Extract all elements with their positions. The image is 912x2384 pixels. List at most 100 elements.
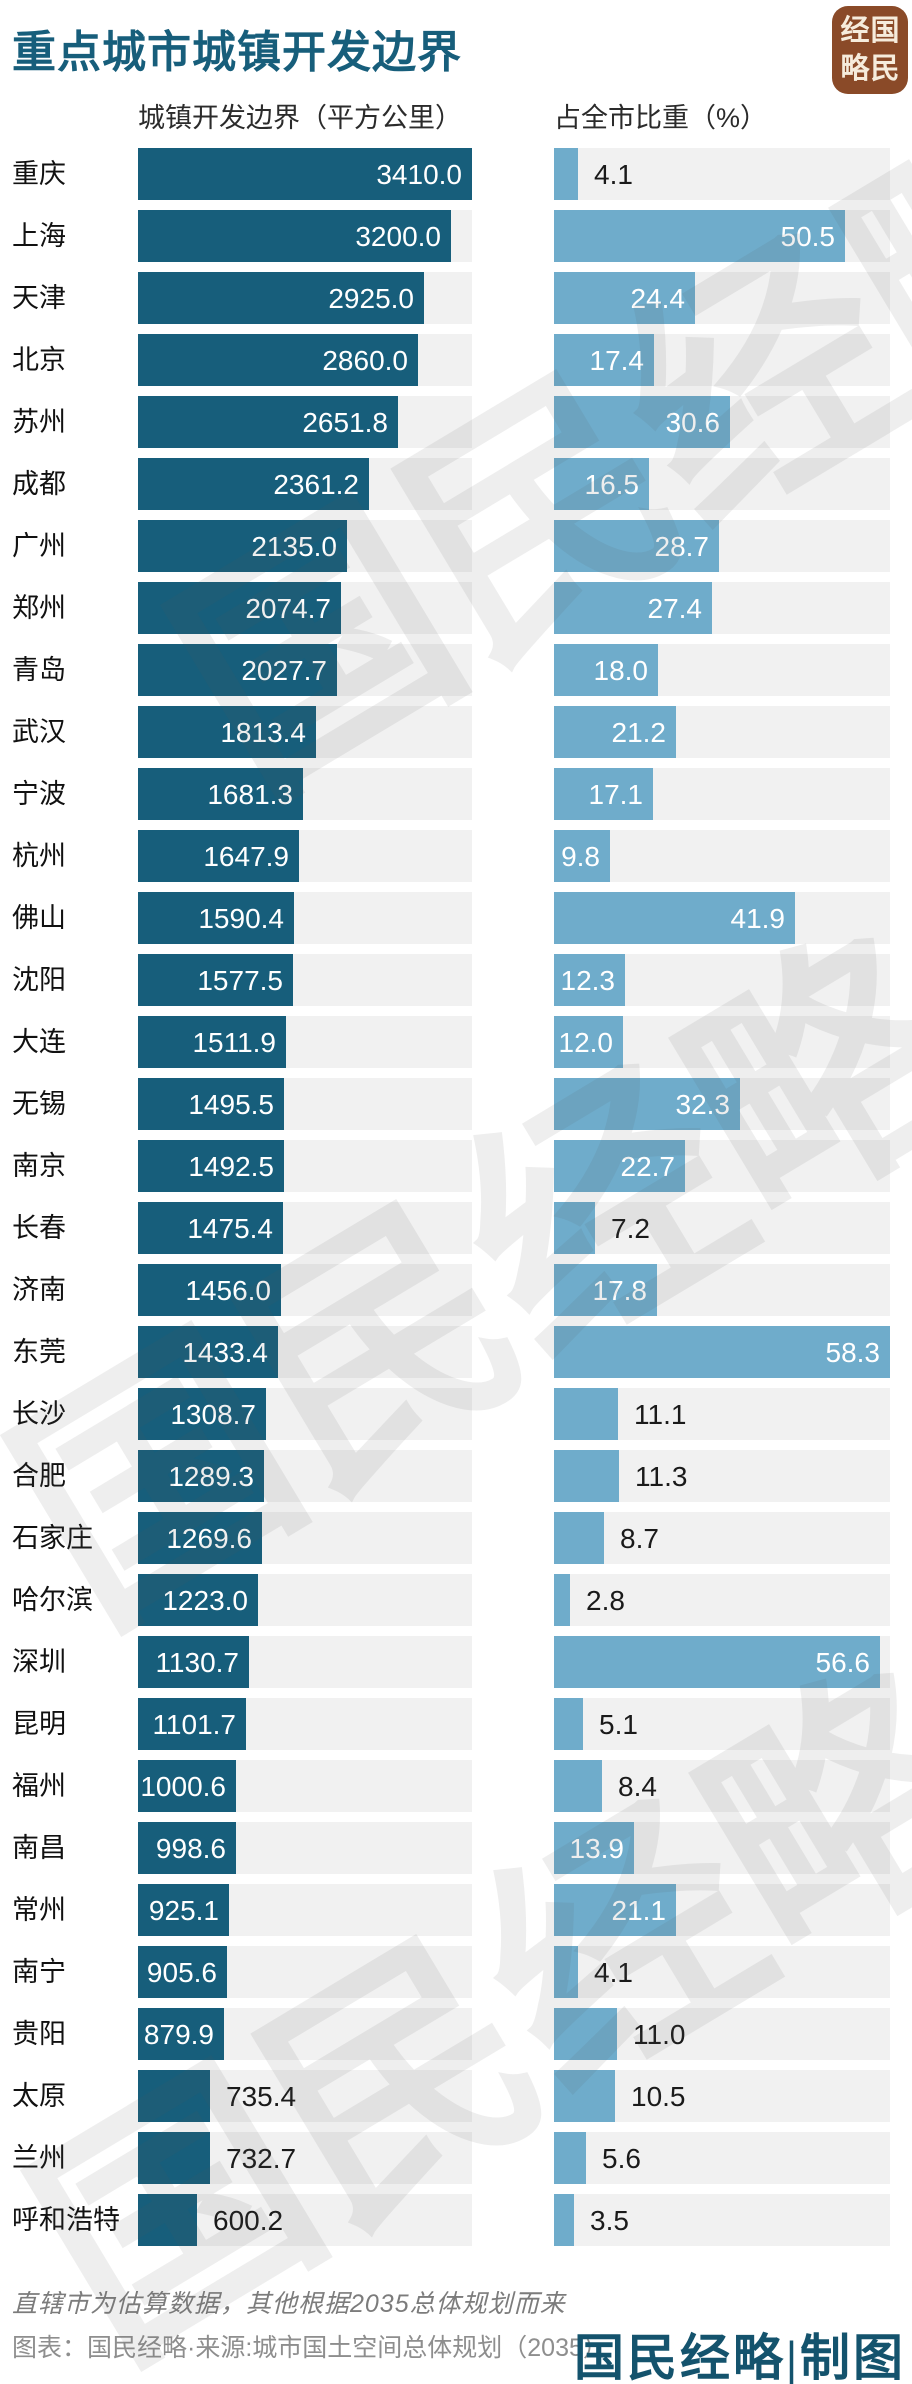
share-track: 16.5 [554,458,890,510]
share-bar [554,1760,602,1812]
share-value: 58.3 [825,1337,881,1368]
share-value: 4.1 [594,159,633,190]
chart-row: 杭州 1647.9 9.8 [0,830,912,882]
area-bar: 1681.3 [138,768,303,820]
city-label: 大连 [12,1027,66,1057]
share-bar [554,2008,617,2060]
area-bar: 1223.0 [138,1574,258,1626]
area-value: 1813.4 [220,717,306,748]
area-value: 600.2 [213,2205,284,2236]
area-value: 1495.5 [188,1089,274,1120]
area-value: 735.4 [226,2081,297,2112]
area-value: 1492.5 [188,1151,274,1182]
share-bar: 12.3 [554,954,625,1006]
chart-row: 广州 2135.0 28.7 [0,520,912,572]
share-track: 11.0 [554,2008,890,2060]
area-bar: 905.6 [138,1946,227,1998]
area-track: 1577.5 [138,954,472,1006]
area-bar: 1000.6 [138,1760,236,1812]
share-bar [554,2070,615,2122]
chart-row: 无锡 1495.5 32.3 [0,1078,912,1130]
chart-row: 东莞 1433.4 58.3 [0,1326,912,1378]
area-bar: 1101.7 [138,1698,246,1750]
share-track: 8.7 [554,1512,890,1564]
share-track: 17.4 [554,334,890,386]
chart-row: 济南 1456.0 17.8 [0,1264,912,1316]
share-bar [554,1698,583,1750]
area-value: 2651.8 [302,407,388,438]
share-track: 24.4 [554,272,890,324]
city-label: 长沙 [12,1399,66,1429]
chart-row: 沈阳 1577.5 12.3 [0,954,912,1006]
area-bar: 1456.0 [138,1264,281,1316]
chart-row: 石家庄 1269.6 8.7 [0,1512,912,1564]
share-bar: 30.6 [554,396,730,448]
share-track: 56.6 [554,1636,890,1688]
city-label: 成都 [12,469,66,499]
city-label: 郑州 [12,593,66,623]
share-track: 11.1 [554,1388,890,1440]
chart-row: 福州 1000.6 8.4 [0,1760,912,1812]
area-track: 1223.0 [138,1574,472,1626]
area-value: 1223.0 [162,1585,248,1616]
area-bar: 1590.4 [138,892,294,944]
area-bar: 1269.6 [138,1512,262,1564]
share-track: 5.1 [554,1698,890,1750]
chart-row: 天津 2925.0 24.4 [0,272,912,324]
share-value: 12.0 [558,1027,614,1058]
share-value: 41.9 [730,903,786,934]
area-track: 1681.3 [138,768,472,820]
city-label: 兰州 [12,2143,66,2173]
share-bar: 32.3 [554,1078,740,1130]
area-bar: 1495.5 [138,1078,284,1130]
right-column-header: 占全市比重（%） [554,103,768,133]
footnote: 直辖市为估算数据，其他根据2035总体规划而来 [12,2290,566,2318]
brand-logo-char: 经 [840,14,870,47]
chart-row: 哈尔滨 1223.0 2.8 [0,1574,912,1626]
share-value: 17.1 [588,779,644,810]
city-label: 长春 [12,1213,66,1243]
share-bar: 56.6 [554,1636,880,1688]
chart-row: 佛山 1590.4 41.9 [0,892,912,944]
chart-row: 南京 1492.5 22.7 [0,1140,912,1192]
area-bar: 1813.4 [138,706,316,758]
chart-row: 太原 735.4 10.5 [0,2070,912,2122]
chart-row: 北京 2860.0 17.4 [0,334,912,386]
chart-row: 苏州 2651.8 30.6 [0,396,912,448]
area-bar: 3410.0 [138,148,472,200]
share-bar: 9.8 [554,830,610,882]
city-label: 合肥 [12,1461,66,1491]
area-value: 1433.4 [182,1337,268,1368]
area-track: 1000.6 [138,1760,472,1812]
share-bar [554,1202,595,1254]
city-label: 常州 [12,1895,66,1925]
brand-logo-char: 略 [840,52,870,85]
city-label: 福州 [12,1771,66,1801]
city-label: 呼和浩特 [12,2205,120,2235]
share-bar [554,1450,619,1502]
city-label: 哈尔滨 [12,1585,93,1615]
share-track: 9.8 [554,830,890,882]
share-value: 8.7 [620,1523,659,1554]
share-track: 12.3 [554,954,890,1006]
area-bar: 2361.2 [138,458,369,510]
chart-row: 南昌 998.6 13.9 [0,1822,912,1874]
share-bar: 21.1 [554,1884,676,1936]
area-bar: 1492.5 [138,1140,284,1192]
area-value: 925.1 [148,1895,219,1926]
area-track: 1647.9 [138,830,472,882]
share-value: 7.2 [611,1213,650,1244]
area-track: 2027.7 [138,644,472,696]
share-track: 17.1 [554,768,890,820]
share-bar: 27.4 [554,582,712,634]
share-value: 32.3 [675,1089,731,1120]
area-value: 1590.4 [198,903,284,934]
city-label: 南宁 [12,1957,66,1987]
share-value: 56.6 [815,1647,871,1678]
share-bar: 17.1 [554,768,653,820]
chart-row: 长沙 1308.7 11.1 [0,1388,912,1440]
share-bar: 24.4 [554,272,695,324]
area-track: 2361.2 [138,458,472,510]
area-bar: 1289.3 [138,1450,264,1502]
